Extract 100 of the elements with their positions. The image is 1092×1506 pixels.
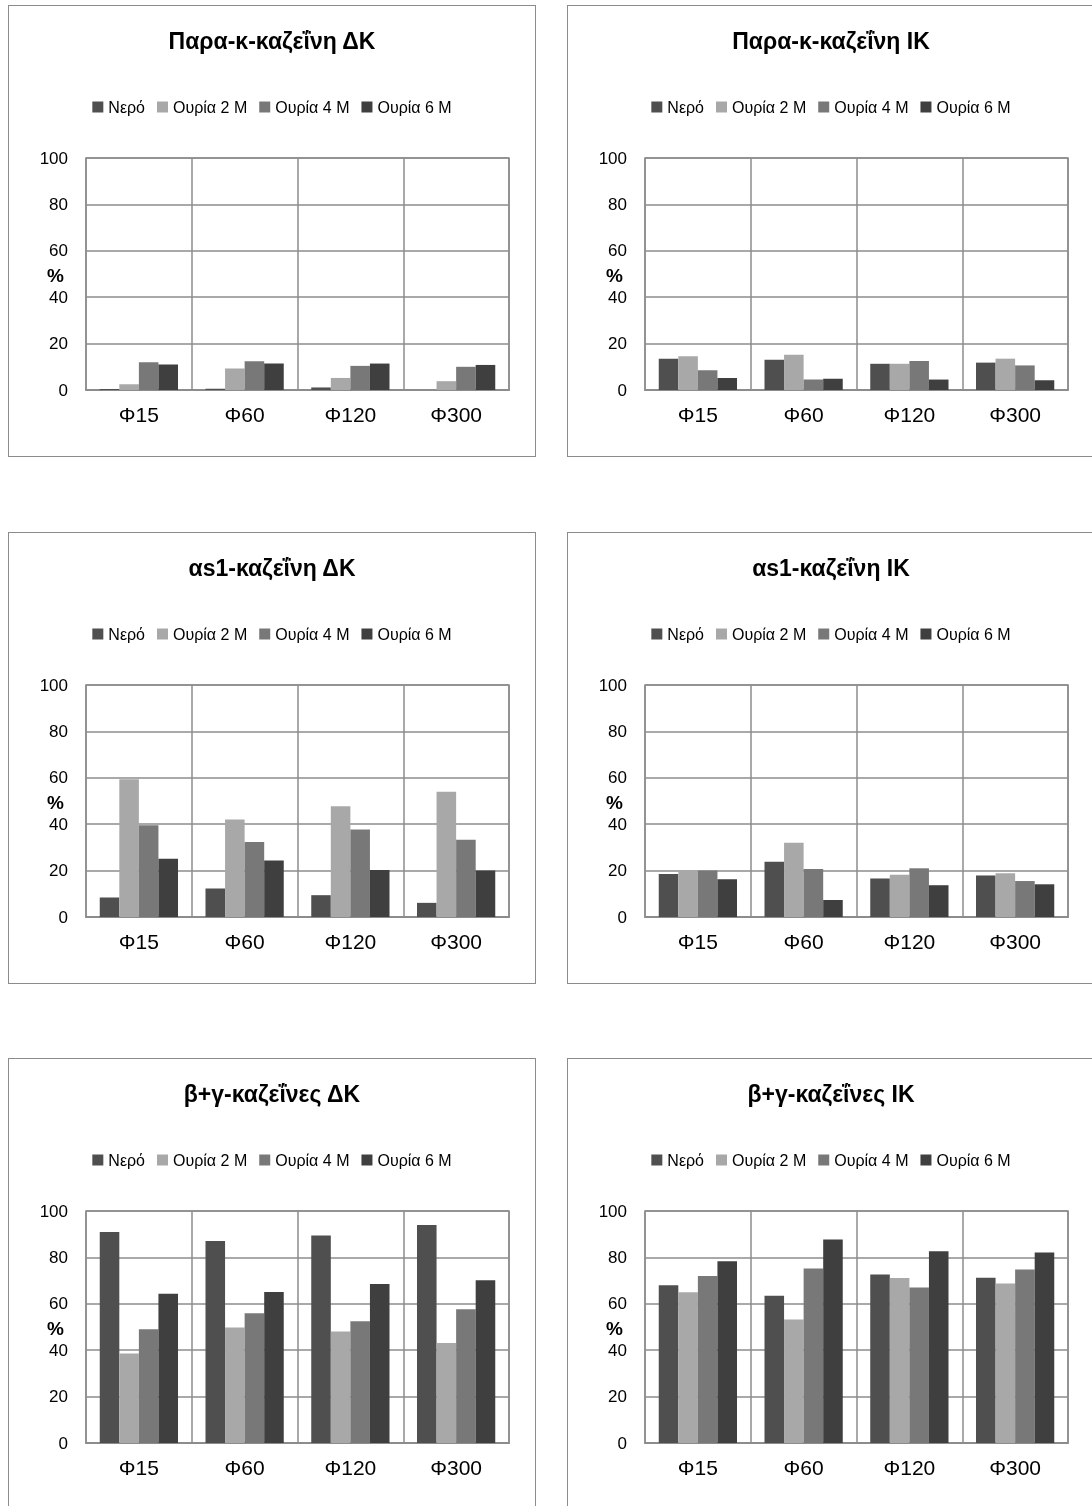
chart-title: β+γ-καζεΐνες ΙΚ xyxy=(747,1080,915,1107)
bar xyxy=(658,358,679,390)
bar xyxy=(909,361,929,390)
chart-title: Παρα-κ-καζεΐνη ΔΚ xyxy=(168,27,376,54)
bar xyxy=(1015,881,1035,917)
legend-label: Ουρία 4 Μ xyxy=(834,625,909,643)
y-tick-label: 40 xyxy=(608,1340,627,1360)
legend-label: Ουρία 4 Μ xyxy=(275,1151,350,1169)
legend-label: Ουρία 6 Μ xyxy=(936,1151,1011,1169)
legend-label: Ουρία 6 Μ xyxy=(377,625,452,643)
bar xyxy=(138,362,159,390)
x-tick-label: Φ300 xyxy=(430,403,483,426)
bar xyxy=(976,362,996,390)
bar xyxy=(99,897,120,917)
bar xyxy=(697,370,718,390)
y-axis-title: % xyxy=(606,265,623,286)
x-tick-label: Φ15 xyxy=(677,1456,718,1479)
x-tick-label: Φ120 xyxy=(324,930,377,953)
bar xyxy=(803,379,824,390)
x-tick-label: Φ60 xyxy=(783,1456,824,1479)
bar xyxy=(350,365,370,390)
bar xyxy=(784,1319,804,1443)
bar xyxy=(205,888,226,917)
bar xyxy=(870,878,890,917)
x-tick-label: Φ120 xyxy=(883,403,936,426)
bar xyxy=(976,875,996,917)
y-axis-title: % xyxy=(606,792,623,813)
x-tick-label: Φ300 xyxy=(989,930,1042,953)
legend-label: Ουρία 2 Μ xyxy=(732,625,807,643)
y-axis-title: % xyxy=(47,265,64,286)
y-tick-label: 100 xyxy=(598,675,627,695)
x-tick-label: Φ15 xyxy=(677,403,718,426)
legend-label: Νερό xyxy=(108,625,146,643)
y-tick-label: 0 xyxy=(58,1433,68,1453)
bar xyxy=(717,1261,737,1443)
bar xyxy=(697,1275,718,1443)
y-tick-label: 60 xyxy=(608,1294,627,1314)
x-tick-label: Φ120 xyxy=(883,930,936,953)
bar xyxy=(158,364,178,390)
bar xyxy=(995,1283,1016,1443)
bar xyxy=(764,359,785,390)
x-tick-label: Φ60 xyxy=(783,930,824,953)
bar xyxy=(658,1285,679,1443)
y-tick-label: 40 xyxy=(49,287,68,307)
bar xyxy=(823,1239,843,1443)
bar xyxy=(928,885,949,917)
legend-label: Ουρία 4 Μ xyxy=(834,1151,909,1169)
y-tick-label: 80 xyxy=(49,1247,68,1267)
y-tick-label: 100 xyxy=(39,148,68,168)
y-axis-title: % xyxy=(47,792,64,813)
y-tick-label: 100 xyxy=(598,148,627,168)
bar xyxy=(138,1329,159,1443)
legend-label: Ουρία 2 Μ xyxy=(732,1151,807,1169)
bar xyxy=(264,363,284,390)
bar xyxy=(350,829,370,917)
bar xyxy=(870,363,890,390)
bar xyxy=(369,1284,390,1443)
y-tick-label: 20 xyxy=(608,861,627,881)
y-tick-label: 40 xyxy=(608,287,627,307)
bar xyxy=(823,378,843,390)
bar xyxy=(311,387,331,390)
x-tick-label: Φ15 xyxy=(118,1456,159,1479)
bar xyxy=(205,1240,226,1443)
x-tick-label: Φ120 xyxy=(324,403,377,426)
legend-label: Ουρία 6 Μ xyxy=(936,625,1011,643)
x-tick-label: Φ300 xyxy=(989,403,1042,426)
bar xyxy=(764,861,785,917)
legend-label: Ουρία 4 Μ xyxy=(275,625,350,643)
bar xyxy=(475,870,496,917)
bar xyxy=(330,1331,351,1443)
y-tick-label: 100 xyxy=(39,675,68,695)
bar xyxy=(311,895,331,917)
bar xyxy=(244,842,265,917)
bar xyxy=(784,354,804,390)
bar xyxy=(909,1287,929,1443)
bar xyxy=(417,902,437,917)
x-tick-label: Φ300 xyxy=(989,1456,1042,1479)
bar xyxy=(369,869,390,917)
y-tick-label: 80 xyxy=(49,194,68,214)
bar xyxy=(803,1268,824,1443)
chart-title: αs1-καζεΐνη ΙΚ xyxy=(752,554,911,581)
bar xyxy=(330,806,351,917)
bar xyxy=(823,900,843,917)
bar xyxy=(119,384,139,390)
y-tick-label: 0 xyxy=(617,907,627,927)
x-tick-label: Φ300 xyxy=(430,930,483,953)
legend-label: Νερό xyxy=(667,625,705,643)
bar xyxy=(1034,380,1055,390)
y-tick-label: 20 xyxy=(49,334,68,354)
bar xyxy=(475,364,496,390)
legend-label: Νερό xyxy=(108,1151,146,1169)
y-tick-label: 60 xyxy=(608,241,627,261)
chart-title: β+γ-καζεΐνες ΔΚ xyxy=(183,1080,361,1107)
y-tick-label: 60 xyxy=(608,768,627,788)
bar xyxy=(928,379,949,390)
y-tick-label: 60 xyxy=(49,768,68,788)
bar xyxy=(1015,365,1035,390)
x-tick-label: Φ60 xyxy=(224,1456,265,1479)
bar xyxy=(764,1295,785,1443)
y-tick-label: 20 xyxy=(49,861,68,881)
